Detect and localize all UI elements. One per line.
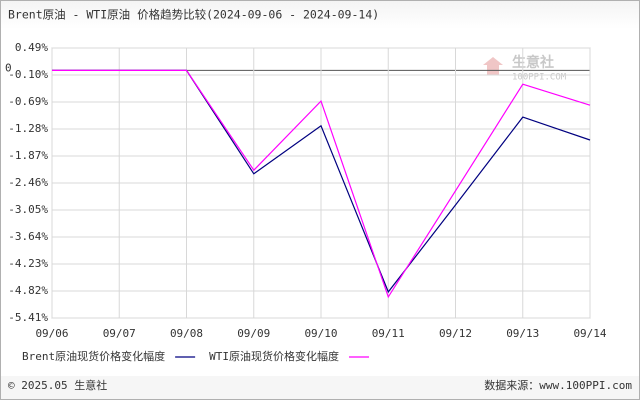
y-tick-label: -3.05% xyxy=(8,203,48,216)
x-tick-label: 09/08 xyxy=(170,327,203,340)
footer-right: 数据来源：www.100PPI.com xyxy=(484,378,632,392)
series-line xyxy=(52,69,591,299)
zero-label: 0 xyxy=(5,61,12,74)
watermark-name: 生意社 xyxy=(512,54,554,71)
footer-bar xyxy=(1,376,639,399)
title-bar xyxy=(1,1,639,29)
x-tick-label: 09/14 xyxy=(573,327,606,340)
y-tick-label: -2.46% xyxy=(8,176,48,189)
y-tick-label: 0.49% xyxy=(15,41,48,54)
footer-left: © 2025.05 生意社 xyxy=(8,378,107,392)
legend-label: Brent原油现货价格变化幅度 xyxy=(22,349,165,363)
watermark-site: 100PPI.COM xyxy=(512,73,567,83)
chart-title: Brent原油 - WTI原油 价格趋势比较(2024-09-06 - 2024… xyxy=(8,8,379,22)
y-tick-label: -4.23% xyxy=(8,257,48,270)
x-tick-label: 09/13 xyxy=(506,327,539,340)
x-tick-label: 09/06 xyxy=(35,327,68,340)
y-tick-label: -5.41% xyxy=(8,311,48,324)
y-tick-label: -4.82% xyxy=(8,284,48,297)
x-tick-label: 09/10 xyxy=(304,327,337,340)
x-tick-label: 09/12 xyxy=(439,327,472,340)
y-tick-label: -0.69% xyxy=(8,95,48,108)
x-tick-label: 09/07 xyxy=(103,327,136,340)
y-tick-label: -1.28% xyxy=(8,122,48,135)
x-tick-label: 09/11 xyxy=(372,327,405,340)
y-tick-label: -1.87% xyxy=(8,149,48,162)
y-tick-label: -3.64% xyxy=(8,230,48,243)
y-tick-label: -0.10% xyxy=(8,68,48,81)
legend-label: WTI原油现货价格变化幅度 xyxy=(209,349,339,363)
x-tick-label: 09/09 xyxy=(237,327,270,340)
